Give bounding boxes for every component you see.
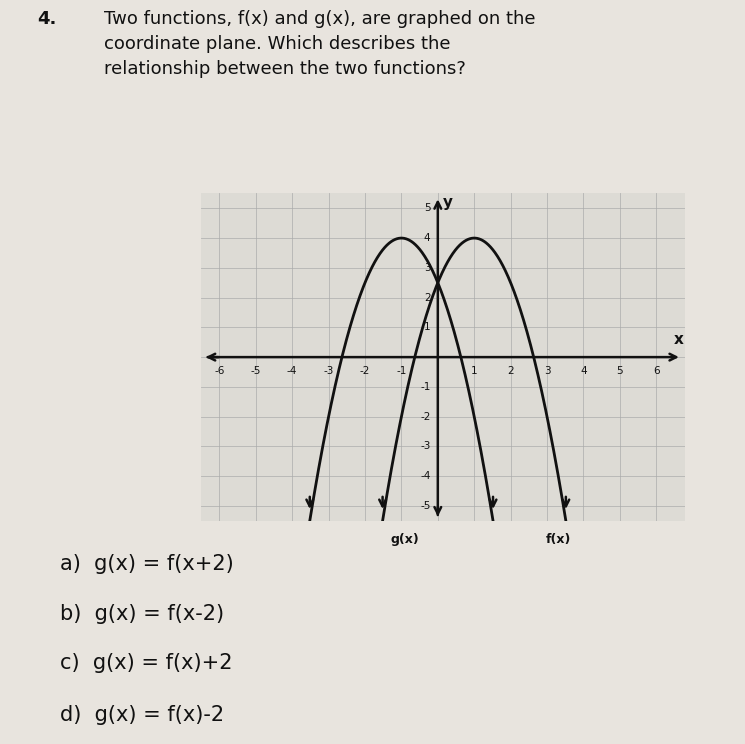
Text: Two functions, f(x) and g(x), are graphed on the
coordinate plane. Which describ: Two functions, f(x) and g(x), are graphe… xyxy=(104,10,536,77)
Text: 4: 4 xyxy=(424,233,431,243)
Text: 1: 1 xyxy=(471,366,478,376)
Text: -5: -5 xyxy=(420,501,431,511)
Text: x: x xyxy=(673,332,684,347)
Text: 3: 3 xyxy=(424,263,431,273)
Text: 5: 5 xyxy=(424,203,431,214)
Text: c)  g(x) = f(x)+2: c) g(x) = f(x)+2 xyxy=(60,653,232,673)
Text: -1: -1 xyxy=(396,366,407,376)
Text: y: y xyxy=(443,195,453,210)
Text: -2: -2 xyxy=(360,366,370,376)
Text: 5: 5 xyxy=(617,366,623,376)
Text: 3: 3 xyxy=(544,366,551,376)
Text: -2: -2 xyxy=(420,411,431,422)
Text: d)  g(x) = f(x)-2: d) g(x) = f(x)-2 xyxy=(60,705,223,725)
Text: 4: 4 xyxy=(580,366,587,376)
Text: 1: 1 xyxy=(424,322,431,333)
Text: a)  g(x) = f(x+2): a) g(x) = f(x+2) xyxy=(60,554,233,574)
Text: 4.: 4. xyxy=(37,10,57,28)
Text: 2: 2 xyxy=(424,292,431,303)
Text: -3: -3 xyxy=(323,366,334,376)
Text: b)  g(x) = f(x-2): b) g(x) = f(x-2) xyxy=(60,604,223,623)
Text: f(x): f(x) xyxy=(546,533,571,545)
Text: -6: -6 xyxy=(214,366,224,376)
Text: -4: -4 xyxy=(420,471,431,481)
Text: -1: -1 xyxy=(420,382,431,392)
Text: -5: -5 xyxy=(250,366,261,376)
Text: 2: 2 xyxy=(507,366,514,376)
Text: g(x): g(x) xyxy=(390,533,419,545)
Text: -3: -3 xyxy=(420,441,431,452)
Text: 6: 6 xyxy=(653,366,659,376)
Text: -4: -4 xyxy=(287,366,297,376)
